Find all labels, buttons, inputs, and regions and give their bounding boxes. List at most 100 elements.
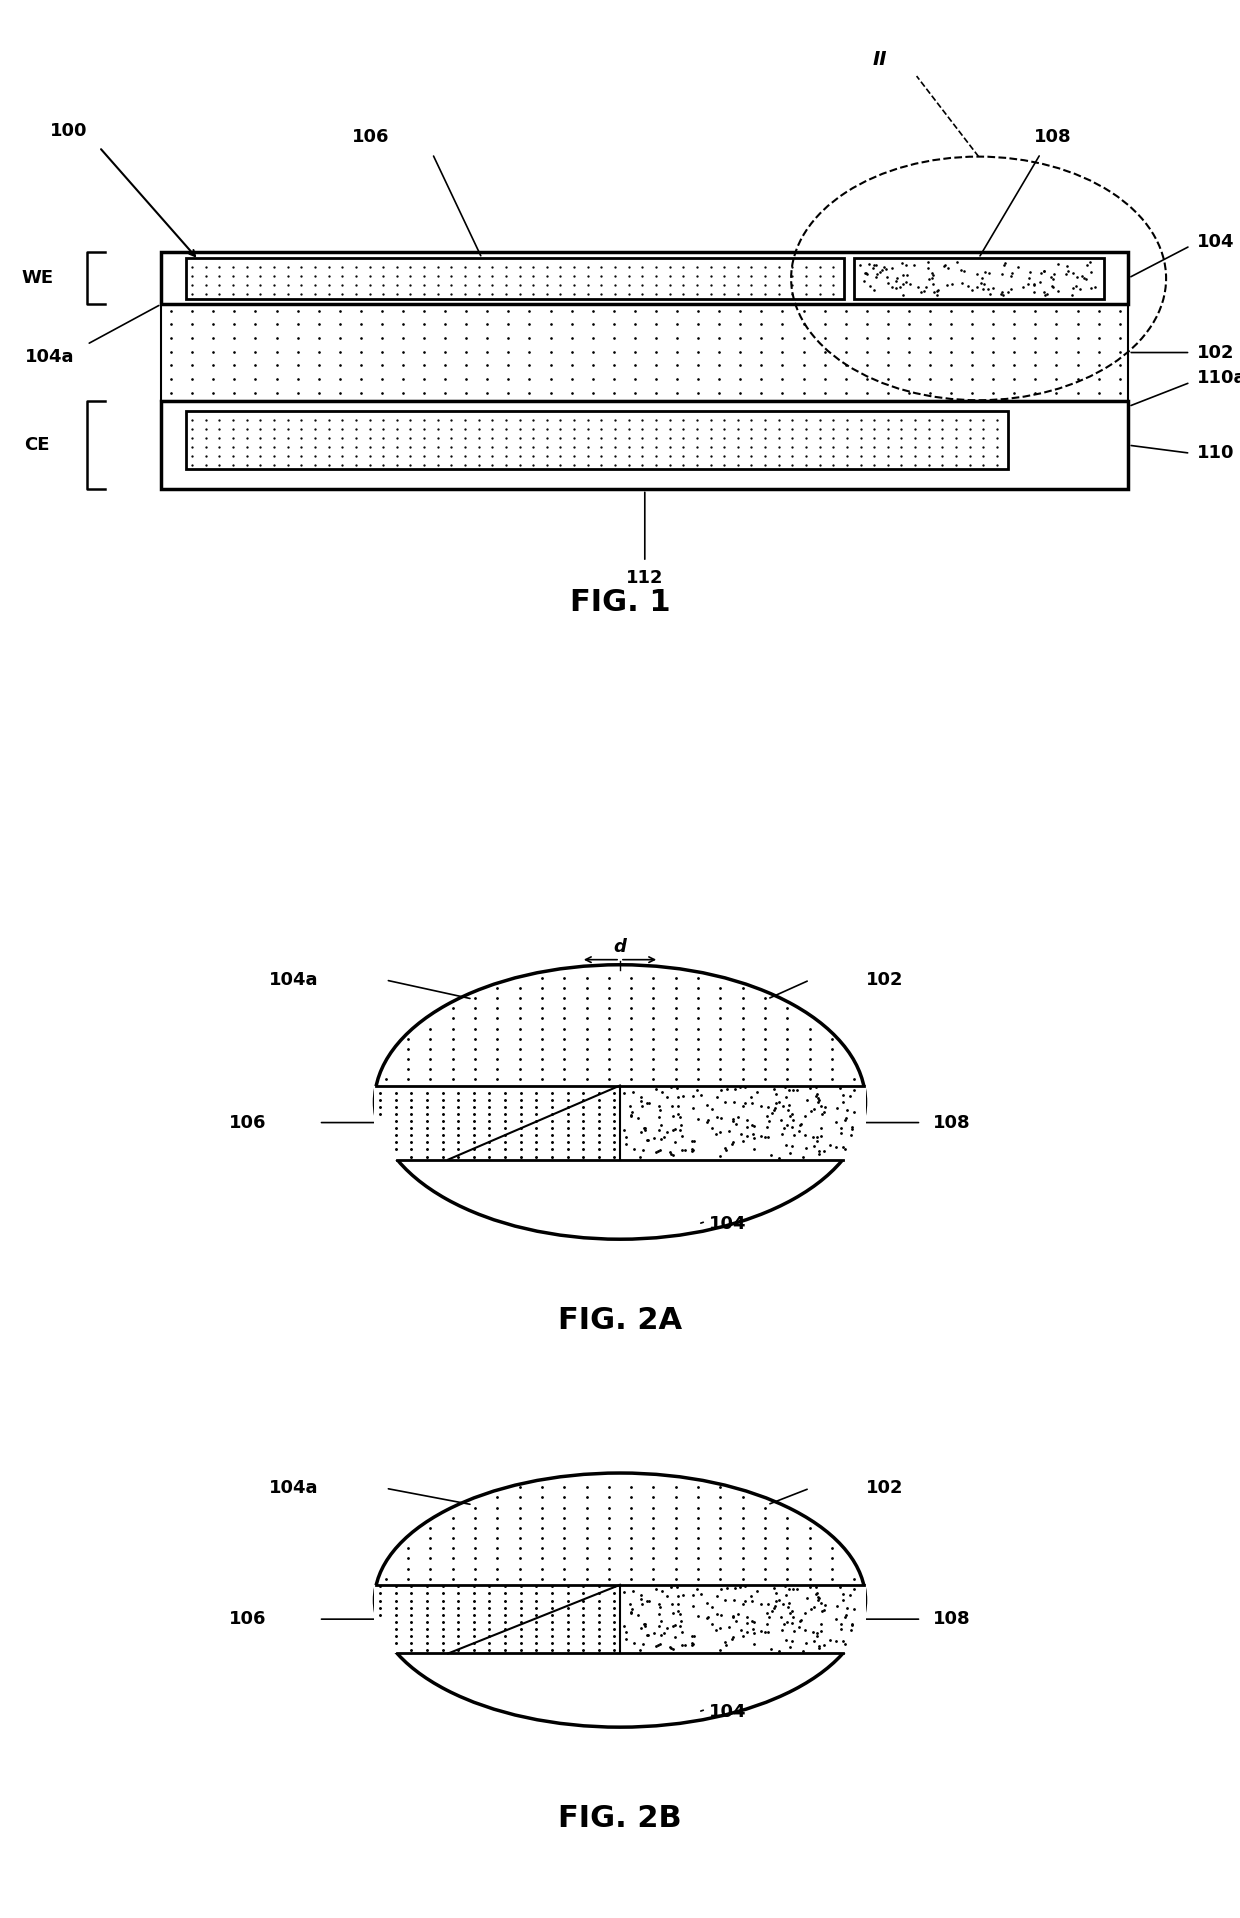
Point <box>687 1573 707 1603</box>
Point <box>646 1074 666 1105</box>
Point <box>867 259 887 290</box>
Point <box>657 1116 677 1147</box>
Point <box>1019 257 1039 288</box>
Point <box>895 267 915 297</box>
Point <box>670 1611 689 1642</box>
Point <box>728 1101 748 1132</box>
Point <box>780 1089 800 1120</box>
Point <box>651 1109 671 1139</box>
Point <box>682 1135 702 1166</box>
Point <box>707 1082 727 1112</box>
Point <box>831 1112 851 1143</box>
Point <box>684 1126 704 1157</box>
Point <box>1042 261 1061 292</box>
Point <box>672 1630 692 1661</box>
Point <box>1001 274 1021 305</box>
Point <box>775 1072 795 1103</box>
Point <box>614 1078 634 1109</box>
Point <box>635 1609 655 1640</box>
Point <box>836 1600 856 1630</box>
Point <box>780 1573 800 1603</box>
Point <box>635 1114 655 1145</box>
Point <box>910 276 930 307</box>
Point <box>973 274 993 305</box>
Point <box>1024 269 1044 299</box>
Point <box>782 1596 802 1626</box>
Text: FIG. 1: FIG. 1 <box>569 587 671 618</box>
Text: 112: 112 <box>626 570 663 587</box>
Point <box>934 251 954 282</box>
Point <box>808 1584 828 1615</box>
Point <box>867 249 887 280</box>
Point <box>667 1072 687 1103</box>
Bar <box>374 1584 866 1653</box>
Point <box>635 1112 655 1143</box>
Point <box>773 1588 792 1619</box>
Point <box>830 1573 849 1603</box>
Point <box>744 1134 764 1164</box>
Point <box>631 1086 651 1116</box>
Point <box>962 274 982 305</box>
Point <box>761 1139 781 1170</box>
Point <box>711 1074 730 1105</box>
Point <box>683 1093 703 1124</box>
Point <box>887 272 906 303</box>
Point <box>897 249 916 280</box>
Point <box>735 1571 755 1602</box>
Point <box>620 1091 640 1122</box>
Point <box>671 1103 691 1134</box>
Point <box>616 1122 636 1153</box>
Point <box>831 1118 851 1149</box>
Point <box>649 1101 668 1132</box>
Point <box>702 1592 722 1623</box>
Point <box>723 1105 743 1135</box>
Point <box>972 263 992 293</box>
Point <box>833 1080 853 1111</box>
Point <box>759 1602 779 1632</box>
Point <box>707 1580 727 1611</box>
Ellipse shape <box>374 1473 866 1726</box>
Point <box>842 1609 862 1640</box>
Point <box>652 1577 672 1607</box>
Point <box>758 1609 777 1640</box>
Point <box>724 1088 744 1118</box>
Text: FIG. 2A: FIG. 2A <box>558 1306 682 1335</box>
Point <box>622 1097 642 1128</box>
Text: 102: 102 <box>866 971 903 990</box>
Point <box>827 1590 847 1621</box>
Point <box>751 1120 771 1151</box>
Point <box>867 263 887 293</box>
Point <box>878 267 898 297</box>
Point <box>621 1598 641 1628</box>
Point <box>800 1573 820 1603</box>
Point <box>1034 255 1054 286</box>
Point <box>698 1105 718 1135</box>
Point <box>800 1072 820 1103</box>
Point <box>650 1095 670 1126</box>
Text: II: II <box>872 50 887 69</box>
Point <box>882 272 901 303</box>
Point <box>632 1628 652 1659</box>
Point <box>909 272 929 303</box>
Text: 104: 104 <box>709 1214 746 1233</box>
Point <box>652 1078 672 1109</box>
Point <box>1066 270 1086 301</box>
Point <box>776 1082 796 1112</box>
Point <box>691 1080 711 1111</box>
Point <box>811 1120 831 1151</box>
Point <box>657 1613 677 1644</box>
Point <box>763 1596 782 1626</box>
Point <box>811 1617 831 1648</box>
Point <box>711 1600 730 1630</box>
Point <box>1081 257 1101 288</box>
Point <box>853 267 873 297</box>
Point <box>785 1120 805 1151</box>
Point <box>715 1086 735 1116</box>
Point <box>1058 255 1078 286</box>
Point <box>813 1630 833 1661</box>
Point <box>742 1082 761 1112</box>
Point <box>646 1573 666 1603</box>
Point <box>797 1084 817 1114</box>
Point <box>813 1097 833 1128</box>
Point <box>782 1626 802 1657</box>
